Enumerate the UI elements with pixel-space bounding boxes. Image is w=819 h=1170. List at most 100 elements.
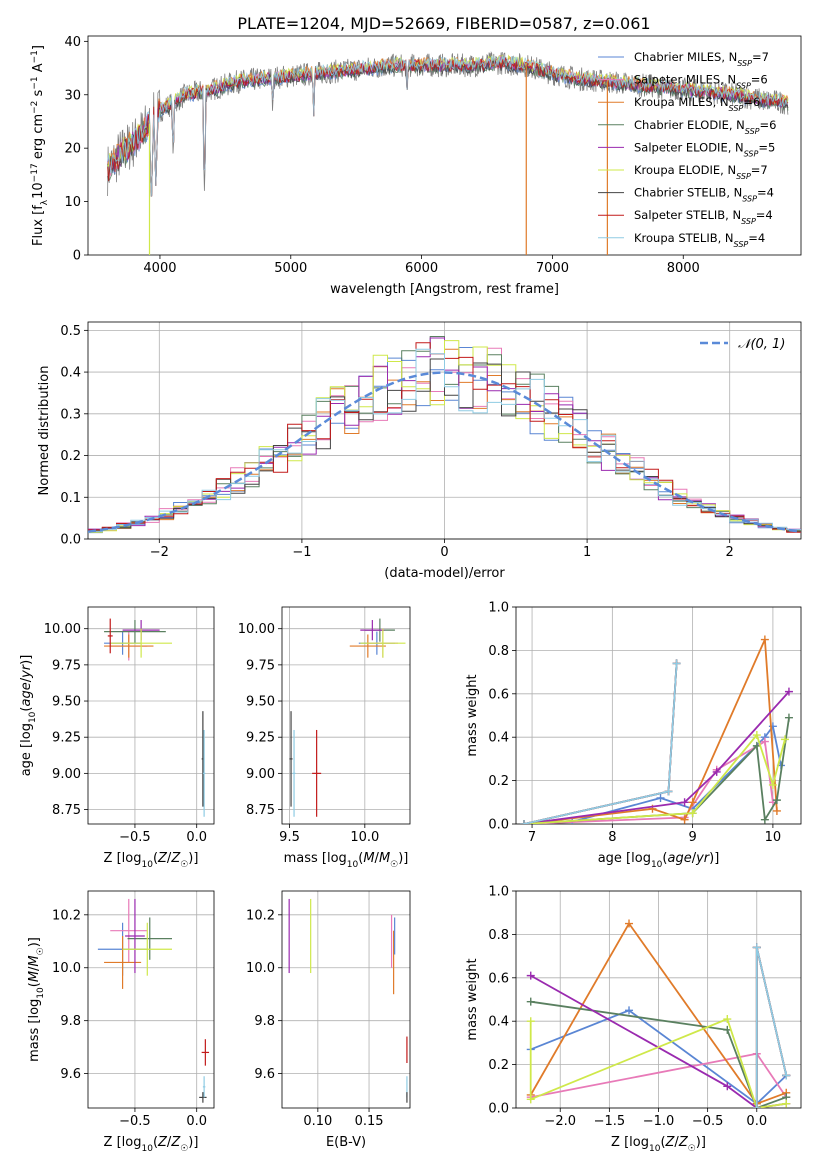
label-part: ( xyxy=(19,707,34,712)
x-tick-label: −0.5 xyxy=(692,1114,724,1129)
label-part: 10 xyxy=(141,1144,153,1154)
label-part: (data-model)/error xyxy=(384,566,505,581)
label-part: ☉ xyxy=(390,860,398,870)
x-tick-label: 10 xyxy=(765,830,782,845)
label-part: / xyxy=(692,851,697,866)
label-part: mass weight xyxy=(465,958,480,1040)
weight-marker xyxy=(520,820,529,824)
model-spectrum-line xyxy=(107,57,789,197)
weight-marker xyxy=(526,997,535,1006)
y-tick-label: 9.75 xyxy=(52,658,81,673)
weight_vs_age-lines xyxy=(520,635,793,824)
age_vs_mass-axes: 9.5 10.0 8.75 9.00 9.25 9.50 9.75 10.00 mass [lo… xyxy=(238,606,411,870)
x-tick-label: −0.5 xyxy=(119,1114,151,1129)
legend-count: =7 xyxy=(752,50,769,64)
label-part: )] xyxy=(188,1135,198,1150)
y-tick-label: 8.75 xyxy=(246,803,275,818)
y-tick-label: 0.0 xyxy=(60,533,81,548)
weight-marker xyxy=(784,713,793,722)
y-tick-label: 10.00 xyxy=(238,622,275,637)
plots-layer: 4000 5000 6000 7000 8000010203040wavelength … xyxy=(19,35,802,1154)
label-part: s xyxy=(31,89,46,100)
y-tick-label: 0.2 xyxy=(60,449,81,464)
weight-marker xyxy=(752,943,761,952)
weight-marker xyxy=(625,1006,634,1015)
legend-name: Salpeter MILES, N xyxy=(634,73,736,87)
label-part: yr xyxy=(19,663,34,679)
y-tick-label: 10.0 xyxy=(246,961,275,976)
spectrum-lines xyxy=(107,51,789,255)
label-part: ] xyxy=(31,45,46,50)
weight-marker xyxy=(656,793,665,802)
weight-marker xyxy=(723,1015,732,1024)
x-tick-label: 0.0 xyxy=(186,830,207,845)
x-tick-label: 0.0 xyxy=(186,1114,207,1129)
age_vs_mass-points xyxy=(289,618,406,817)
y-tick-label: 0.2 xyxy=(488,1058,509,1073)
label-part: )] xyxy=(398,851,408,866)
x-tick-label: 9.5 xyxy=(279,830,300,845)
weight-marker xyxy=(625,919,634,928)
y-tick-label: 1.0 xyxy=(488,601,509,616)
weight-series-line xyxy=(755,947,788,1108)
legend-count: =7 xyxy=(751,163,768,177)
weight-marker xyxy=(760,737,769,746)
spectrum-axes: 4000 5000 6000 7000 8000 0 10 20 30 40 wavelength … xyxy=(30,35,802,297)
y-tick-label: 0.5 xyxy=(60,324,81,339)
label-part: Z [log xyxy=(611,1135,649,1150)
residuals-axes: −2 −1 0 1 2 0.0 0.1 0.2 0.3 0.4 0.5 𝒩(0, 1) (data-mo… xyxy=(37,321,802,581)
y-tick-label: 20 xyxy=(64,142,81,157)
label-part: Z xyxy=(665,1135,676,1150)
label-part: / xyxy=(27,966,42,971)
label-part: )] xyxy=(709,851,719,866)
weight_vs_Z-lines xyxy=(526,919,791,1108)
y-tick-label: 0.8 xyxy=(488,644,509,659)
y-tick-label: 9.8 xyxy=(254,1014,275,1029)
label-part: Z [log xyxy=(104,1135,142,1150)
weight-series-line xyxy=(523,733,786,824)
label-part: mass [log xyxy=(284,851,347,866)
legend-sub: SSP xyxy=(729,104,744,113)
y-tick-label: 9.75 xyxy=(246,658,275,673)
y-tick-label: 0 xyxy=(73,249,81,264)
label-part: M xyxy=(27,955,42,966)
legend-name: Kroupa ELODIE, N xyxy=(634,163,736,177)
label-part: / xyxy=(674,1135,679,1150)
legend-name: Kroupa MILES, N xyxy=(634,95,729,109)
x-tick-label: 0.0 xyxy=(746,1114,767,1129)
y-tick-label: 0.4 xyxy=(488,1015,509,1030)
weight-marker xyxy=(680,798,689,807)
x-tick-label: 5000 xyxy=(274,261,307,276)
weight-marker xyxy=(784,687,793,696)
weight-series-line xyxy=(523,690,790,824)
legend-entry: 𝒩(0, 1) xyxy=(738,337,785,352)
x-tick-label: −1.5 xyxy=(594,1114,626,1129)
x-tick-label: −2 xyxy=(150,545,169,560)
y-axis-label: mass [log10(M/M☉)] xyxy=(27,937,46,1062)
legend-name: Chabrier STELIB, N xyxy=(634,186,742,200)
weight_vs_Z-axes: −2.0 −1.5 −1.0 −0.5 0.0 0.0 0.2 0.4 0.6 0.8 1.0 mas… xyxy=(465,885,802,1154)
y-tick-label: 30 xyxy=(64,88,81,103)
x-tick-label: −1 xyxy=(292,545,311,560)
y-tick-label: 0.3 xyxy=(60,407,81,422)
y-tick-label: 0.0 xyxy=(488,818,509,833)
y-tick-label: 9.25 xyxy=(52,731,81,746)
label-part: M xyxy=(27,971,42,982)
y-tick-label: 9.6 xyxy=(254,1067,275,1082)
mass_vs_Z-frame xyxy=(87,890,215,1109)
label-part: −2 xyxy=(30,101,40,114)
x-tick-label: 7 xyxy=(528,830,536,845)
legend-sub: SSP xyxy=(736,172,751,181)
legend-entry: Chabrier ELODIE, NSSP=6 xyxy=(634,118,776,136)
label-part: E(B-V) xyxy=(326,1135,366,1150)
histogram-group xyxy=(88,336,801,534)
y-tick-label: 0.8 xyxy=(488,928,509,943)
label-part: )] xyxy=(188,851,198,866)
x-tick-label: −2.0 xyxy=(544,1114,576,1129)
y-tick-label: 10.2 xyxy=(246,908,275,923)
label-part: )] xyxy=(27,937,42,947)
x-axis-label: Z [log10(Z/Z☉)] xyxy=(104,851,199,870)
legend-count: =4 xyxy=(757,186,774,200)
